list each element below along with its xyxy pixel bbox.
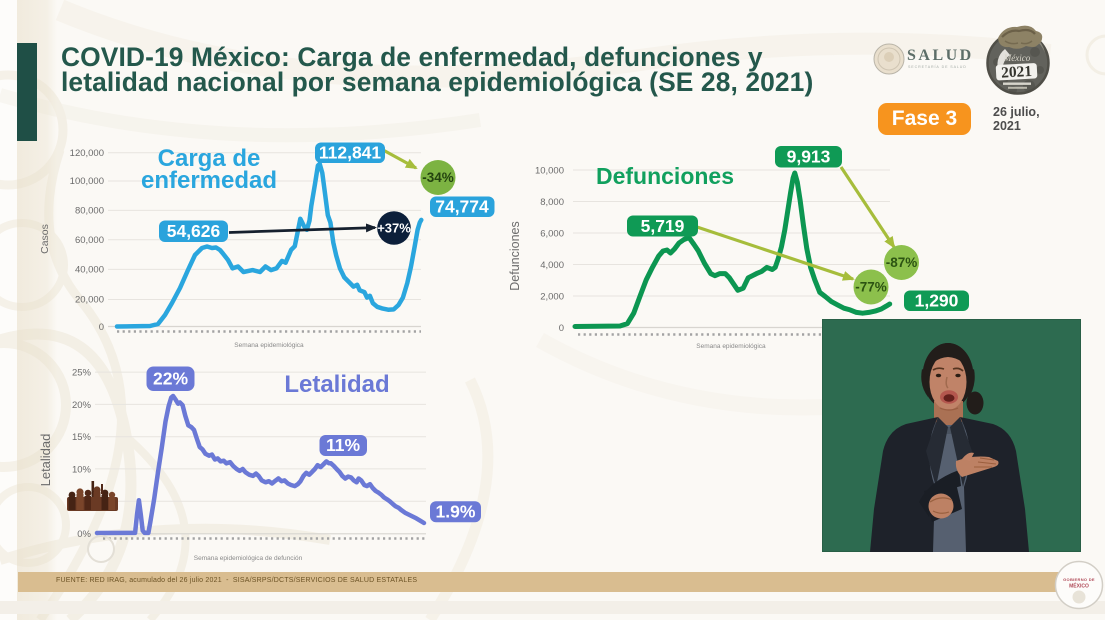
svg-text:1.9%: 1.9% xyxy=(436,501,476,521)
svg-text:MÉXICO: MÉXICO xyxy=(1069,582,1089,590)
svg-text:5,719: 5,719 xyxy=(641,216,685,236)
svg-text:11%: 11% xyxy=(326,435,360,455)
svg-text:15%: 15% xyxy=(72,432,92,443)
svg-text:1,290: 1,290 xyxy=(915,291,959,311)
svg-text:Semana epidemiológica: Semana epidemiológica xyxy=(696,343,766,350)
svg-text:Semana epidemiológica de defun: Semana epidemiológica de defunción xyxy=(194,555,303,562)
svg-text:-77%: -77% xyxy=(855,280,887,295)
svg-text:22%: 22% xyxy=(153,369,188,389)
svg-text:México: México xyxy=(1003,53,1031,63)
svg-text:40,000: 40,000 xyxy=(75,265,104,276)
svg-text:74,774: 74,774 xyxy=(435,197,489,217)
svg-text:Letalidad: Letalidad xyxy=(284,371,389,398)
svg-text:Semana epidemiológica: Semana epidemiológica xyxy=(234,342,304,349)
svg-text:54,626: 54,626 xyxy=(167,221,221,241)
svg-text:120,000: 120,000 xyxy=(70,148,104,159)
svg-text:9,913: 9,913 xyxy=(787,147,831,167)
svg-text:enfermedad: enfermedad xyxy=(141,167,277,194)
svg-text:25%: 25% xyxy=(72,368,92,379)
svg-text:Letalidad: Letalidad xyxy=(38,434,53,487)
svg-text:2021: 2021 xyxy=(1001,63,1033,82)
svg-text:Defunciones: Defunciones xyxy=(596,163,734,189)
svg-text:60,000: 60,000 xyxy=(75,235,104,246)
svg-text:112,841: 112,841 xyxy=(319,143,382,163)
svg-text:20,000: 20,000 xyxy=(75,295,104,306)
svg-text:-87%: -87% xyxy=(886,255,918,270)
svg-text:10%: 10% xyxy=(72,464,92,475)
svg-text:100,000: 100,000 xyxy=(70,176,104,187)
svg-text:Defunciones: Defunciones xyxy=(508,221,522,291)
svg-text:0%: 0% xyxy=(77,529,91,540)
svg-text:Casos: Casos xyxy=(39,224,51,254)
svg-text:6,000: 6,000 xyxy=(540,229,564,240)
svg-text:80,000: 80,000 xyxy=(75,206,104,217)
svg-text:2,000: 2,000 xyxy=(540,292,564,303)
svg-text:0: 0 xyxy=(99,322,104,333)
svg-text:4,000: 4,000 xyxy=(540,260,564,271)
svg-text:+37%: +37% xyxy=(377,221,411,236)
svg-text:Carga de: Carga de xyxy=(158,145,261,172)
svg-text:-34%: -34% xyxy=(422,170,454,185)
svg-text:8,000: 8,000 xyxy=(540,197,564,208)
svg-text:10,000: 10,000 xyxy=(535,166,564,177)
svg-text:20%: 20% xyxy=(72,400,92,411)
svg-text:0: 0 xyxy=(559,323,564,334)
svg-text:GOBIERNO DE: GOBIERNO DE xyxy=(1063,577,1095,582)
